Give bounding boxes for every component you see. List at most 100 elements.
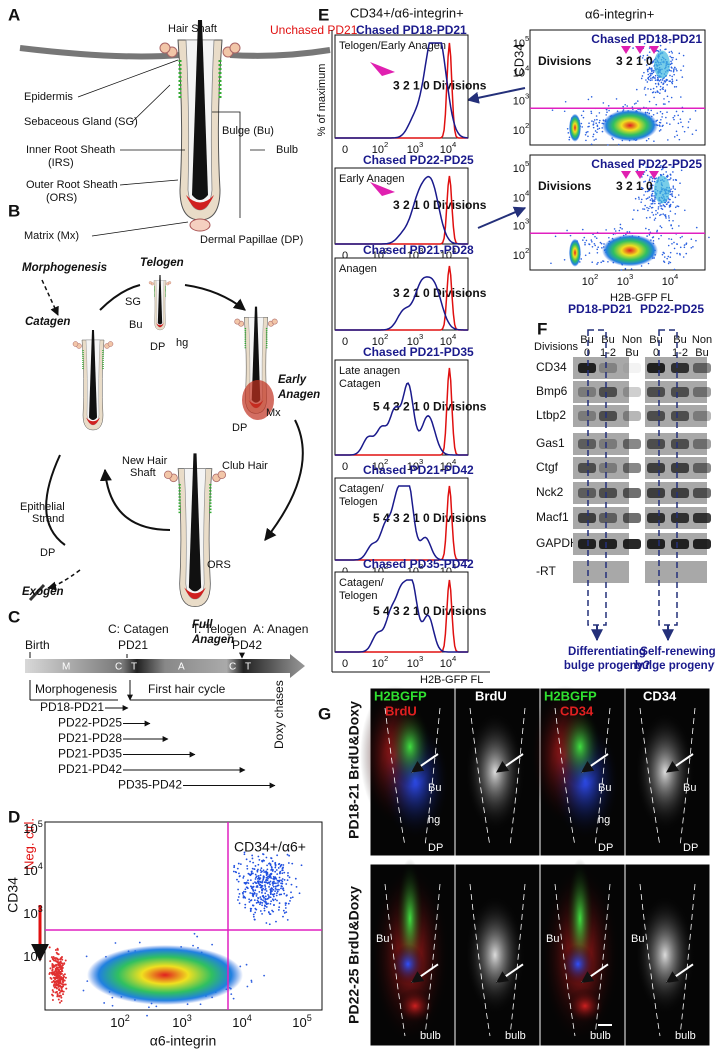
label: DP xyxy=(232,422,247,434)
divisions-label: 3 2 1 0 Divisions xyxy=(393,198,487,212)
dot xyxy=(262,887,265,890)
dot xyxy=(264,888,266,891)
dot xyxy=(250,872,253,875)
dot xyxy=(659,205,662,207)
tick-label: 0 xyxy=(342,144,348,156)
dot xyxy=(683,130,686,133)
dot xyxy=(588,125,590,128)
dot xyxy=(252,861,255,864)
dot xyxy=(596,248,599,251)
tick-label: 102 xyxy=(372,654,389,670)
dot xyxy=(585,139,587,142)
dot xyxy=(596,251,599,254)
dot xyxy=(65,987,68,990)
dot xyxy=(262,869,265,872)
dot xyxy=(668,217,670,219)
blot-band xyxy=(623,387,641,397)
dot xyxy=(651,199,654,201)
tick-label: 102 xyxy=(110,1013,130,1030)
label: Shaft xyxy=(130,467,156,479)
blot-band xyxy=(693,387,711,397)
tick-label: 102 xyxy=(372,140,389,156)
tick-label: 105 xyxy=(23,819,43,836)
dot xyxy=(673,86,676,88)
dot xyxy=(664,215,667,218)
dot xyxy=(273,880,275,883)
dot xyxy=(651,76,654,79)
segment-label: A xyxy=(178,662,185,673)
dot xyxy=(687,126,689,129)
dot xyxy=(608,109,610,112)
pointer-arrow xyxy=(621,46,631,54)
dot xyxy=(669,178,671,181)
dot xyxy=(61,964,64,967)
dot xyxy=(606,111,608,114)
tick-base: 10 xyxy=(292,1015,306,1030)
density-cloud xyxy=(87,945,243,1005)
dot xyxy=(619,223,622,226)
dot xyxy=(675,79,678,82)
tick-exponent: 3 xyxy=(525,216,529,225)
tick-label: 104 xyxy=(513,64,530,80)
dot xyxy=(648,179,651,182)
dot xyxy=(51,981,54,984)
tick-exponent: 3 xyxy=(419,332,423,341)
dot xyxy=(680,69,682,72)
dot xyxy=(651,69,654,71)
dot xyxy=(645,166,647,169)
stage-label: Telogen xyxy=(339,590,378,602)
dot xyxy=(651,211,653,214)
column-label: Non xyxy=(622,334,642,346)
dot xyxy=(635,102,637,104)
dot xyxy=(259,874,262,877)
dot xyxy=(278,902,281,905)
dot xyxy=(669,190,672,193)
signal xyxy=(635,895,695,1015)
tick-label: 102 xyxy=(23,947,43,964)
dot xyxy=(671,80,674,83)
dot xyxy=(263,904,266,907)
dot xyxy=(656,119,658,122)
blot-band xyxy=(647,539,665,549)
dot xyxy=(659,49,662,51)
dot xyxy=(642,54,645,57)
dot xyxy=(637,196,640,199)
dot xyxy=(49,971,52,974)
tick-exponent: 4 xyxy=(525,64,530,73)
dot xyxy=(244,906,247,909)
dot xyxy=(672,56,674,59)
dot xyxy=(282,889,285,892)
dot xyxy=(262,878,265,881)
dot xyxy=(249,907,252,910)
dot xyxy=(86,980,89,983)
blot-band xyxy=(578,513,596,523)
dot xyxy=(651,192,654,195)
dot xyxy=(265,922,268,924)
dot xyxy=(677,114,679,117)
pointer-arrow xyxy=(370,62,395,76)
dot xyxy=(265,902,268,904)
region-label: Bu xyxy=(598,782,611,794)
dot xyxy=(650,77,652,80)
tick-label: 0 xyxy=(342,658,348,670)
blot-band xyxy=(578,488,596,498)
label: PD21 xyxy=(118,638,148,652)
dot xyxy=(63,973,66,976)
dot xyxy=(584,133,587,136)
dot xyxy=(654,217,657,220)
dot xyxy=(667,244,670,247)
column-label: 1-2 xyxy=(600,347,616,359)
dot xyxy=(258,890,261,893)
dot xyxy=(60,996,63,999)
tick-exponent: 4 xyxy=(452,332,457,341)
dot xyxy=(674,188,676,191)
tick-exponent: 2 xyxy=(525,246,529,255)
dot xyxy=(659,214,661,217)
dot xyxy=(51,968,54,971)
dot xyxy=(261,884,264,887)
dot xyxy=(283,878,286,881)
tick-label: 102 xyxy=(513,121,530,137)
dot xyxy=(661,79,664,81)
dot xyxy=(281,882,284,885)
cycle-arrow xyxy=(99,284,245,310)
